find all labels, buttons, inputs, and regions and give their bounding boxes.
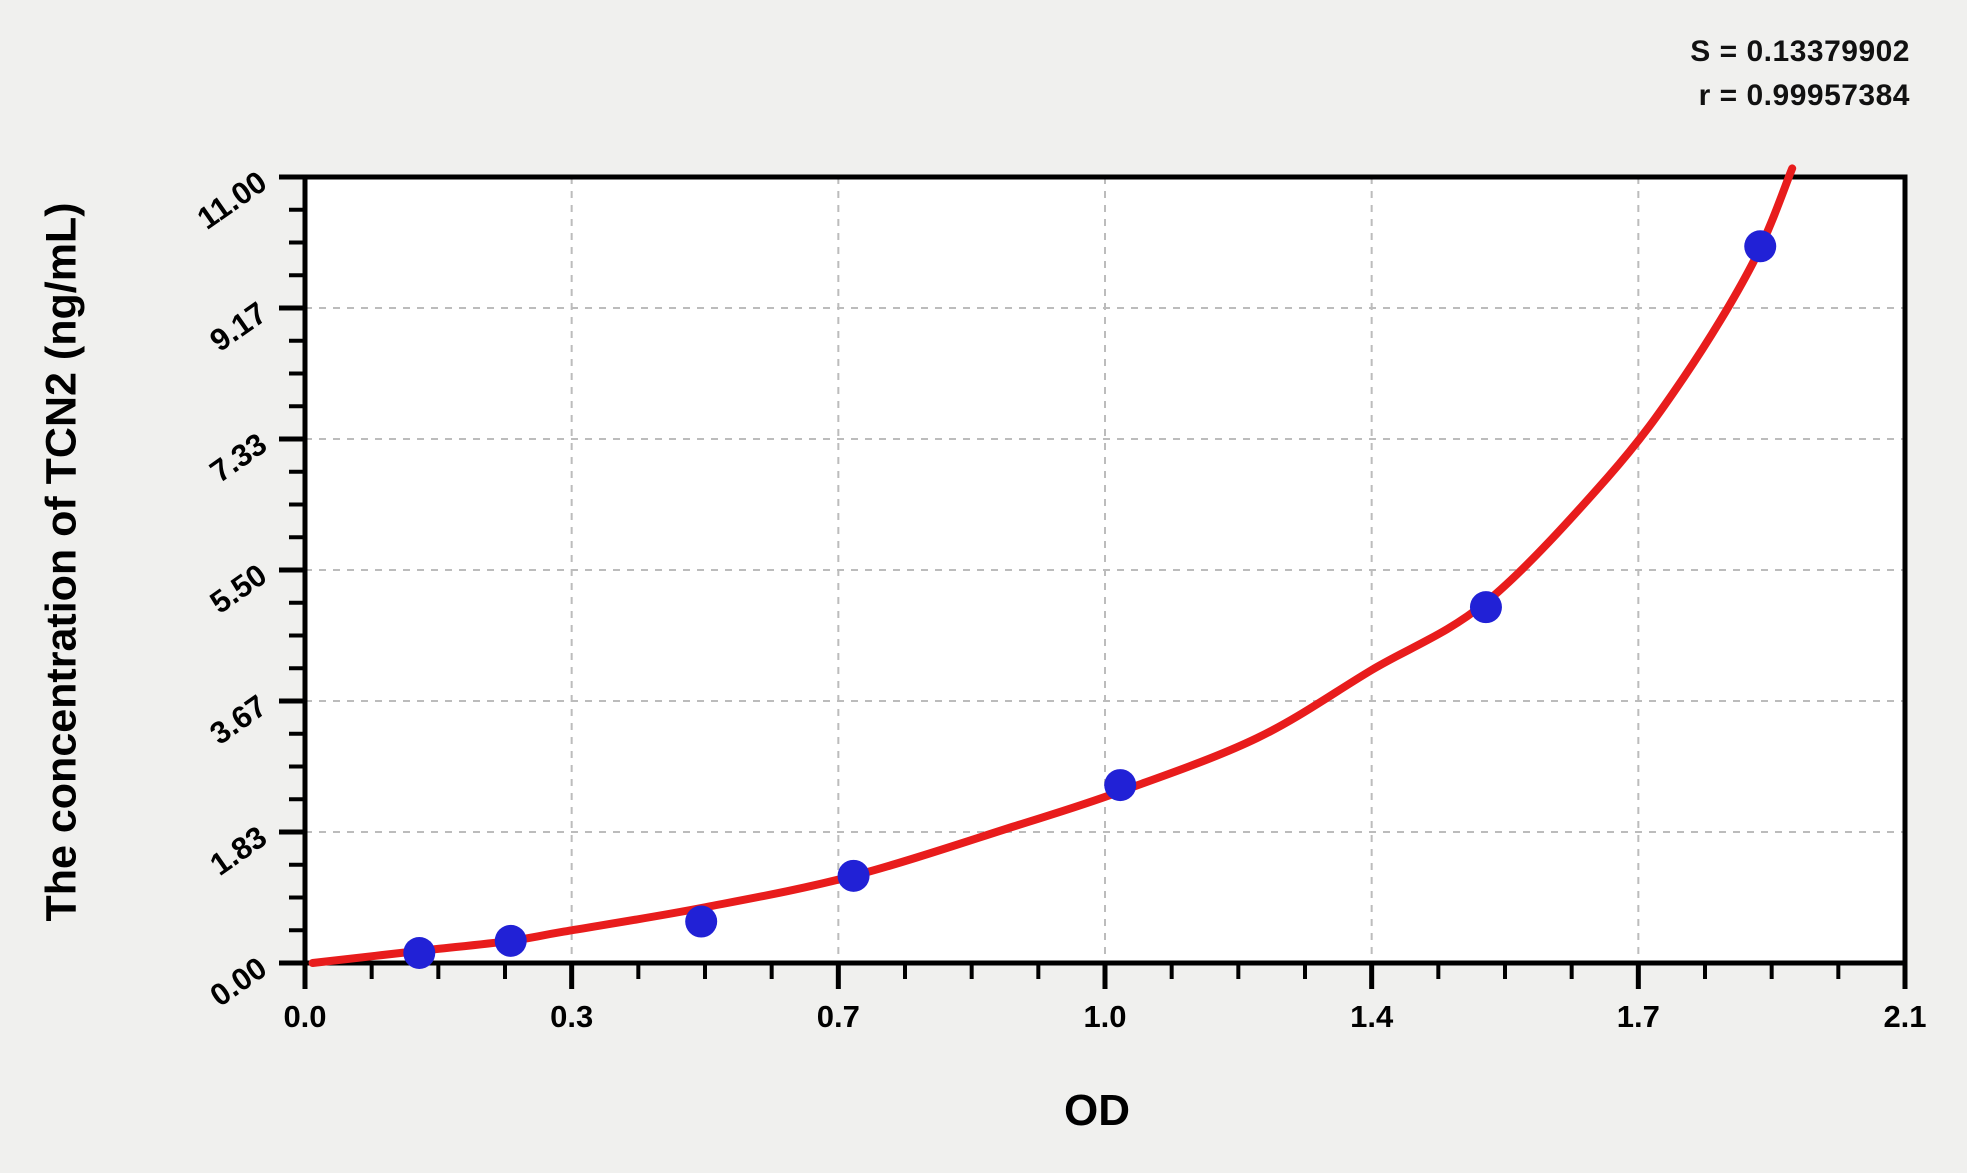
- x-tick-label: 1.7: [1617, 999, 1660, 1034]
- y-axis-title: The concentration of TCN2 (ng/mL): [37, 202, 86, 922]
- y-tick-label: 0.00: [204, 950, 274, 1013]
- x-tick-label: 0.3: [550, 999, 593, 1034]
- data-point: [494, 924, 527, 957]
- y-tick-label: 11.00: [191, 164, 273, 236]
- data-point: [403, 936, 436, 969]
- fit-statistics: S = 0.13379902 r = 0.99957384: [1690, 30, 1910, 118]
- plot-frame: [302, 174, 1908, 966]
- x-tick-label: 1.4: [1350, 999, 1394, 1034]
- y-tick-label: 1.83: [204, 819, 274, 882]
- x-tick-label: 2.1: [1883, 999, 1926, 1034]
- x-tick-label: 1.0: [1083, 999, 1126, 1034]
- x-tick-label: 0.0: [283, 999, 326, 1034]
- y-tick-label: 7.33: [204, 426, 274, 489]
- y-tick-label: 9.17: [204, 295, 274, 358]
- data-point: [837, 859, 870, 892]
- y-tick-label: 3.67: [204, 688, 274, 751]
- x-tick-label: 0.7: [817, 999, 860, 1034]
- s-value: S = 0.13379902: [1690, 35, 1910, 68]
- fit-curve: [308, 164, 1797, 967]
- data-point: [1104, 769, 1137, 802]
- data-point: [1744, 230, 1777, 263]
- r-value: r = 0.99957384: [1698, 79, 1910, 112]
- x-axis-title: OD: [1064, 1086, 1130, 1135]
- y-tick-label: 5.50: [204, 557, 274, 620]
- data-point: [1469, 591, 1502, 624]
- data-point: [685, 905, 718, 938]
